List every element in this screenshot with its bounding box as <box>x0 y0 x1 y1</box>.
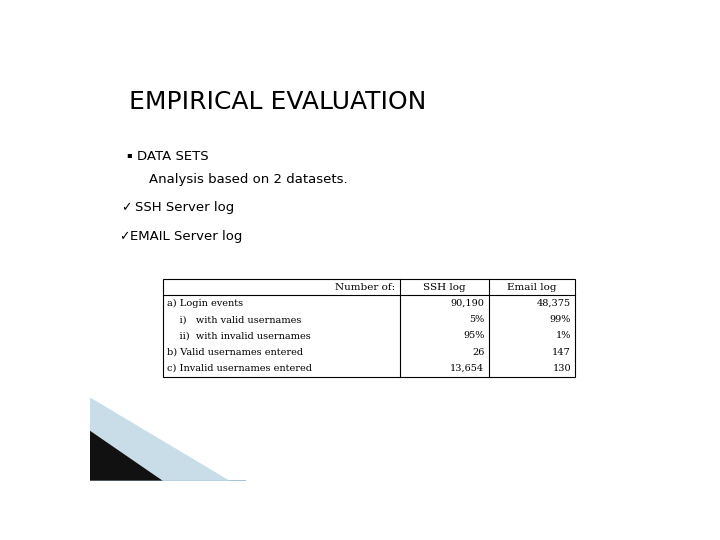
Text: 1%: 1% <box>556 332 571 340</box>
Text: 90,190: 90,190 <box>451 299 485 308</box>
Text: 5%: 5% <box>469 315 485 324</box>
Text: 48,375: 48,375 <box>537 299 571 308</box>
Text: ▪: ▪ <box>126 150 132 159</box>
Text: 13,654: 13,654 <box>450 364 485 373</box>
Text: SSH Server log: SSH Server log <box>135 201 234 214</box>
Text: b) Valid usernames entered: b) Valid usernames entered <box>167 348 303 357</box>
Text: Number of:: Number of: <box>336 282 395 292</box>
Text: EMAIL Server log: EMAIL Server log <box>130 230 243 244</box>
Text: DATA SETS: DATA SETS <box>138 150 209 163</box>
Text: ii)  with invalid usernames: ii) with invalid usernames <box>167 332 311 340</box>
Text: Analysis based on 2 datasets.: Analysis based on 2 datasets. <box>148 173 347 186</box>
Text: 26: 26 <box>472 348 485 357</box>
Text: 147: 147 <box>552 348 571 357</box>
Text: ✓: ✓ <box>121 201 131 214</box>
Text: a) Login events: a) Login events <box>167 299 243 308</box>
Text: i)   with valid usernames: i) with valid usernames <box>167 315 302 324</box>
Bar <box>163 279 575 377</box>
Text: SSH log: SSH log <box>423 282 466 292</box>
Polygon shape <box>90 397 230 481</box>
Text: c) Invalid usernames entered: c) Invalid usernames entered <box>167 364 312 373</box>
Polygon shape <box>90 431 163 481</box>
Text: EMPIRICAL EVALUATION: EMPIRICAL EVALUATION <box>129 90 426 114</box>
Text: Email log: Email log <box>508 282 557 292</box>
Text: 130: 130 <box>552 364 571 373</box>
Text: 95%: 95% <box>463 332 485 340</box>
Text: ✓: ✓ <box>119 230 130 244</box>
Text: 99%: 99% <box>549 315 571 324</box>
